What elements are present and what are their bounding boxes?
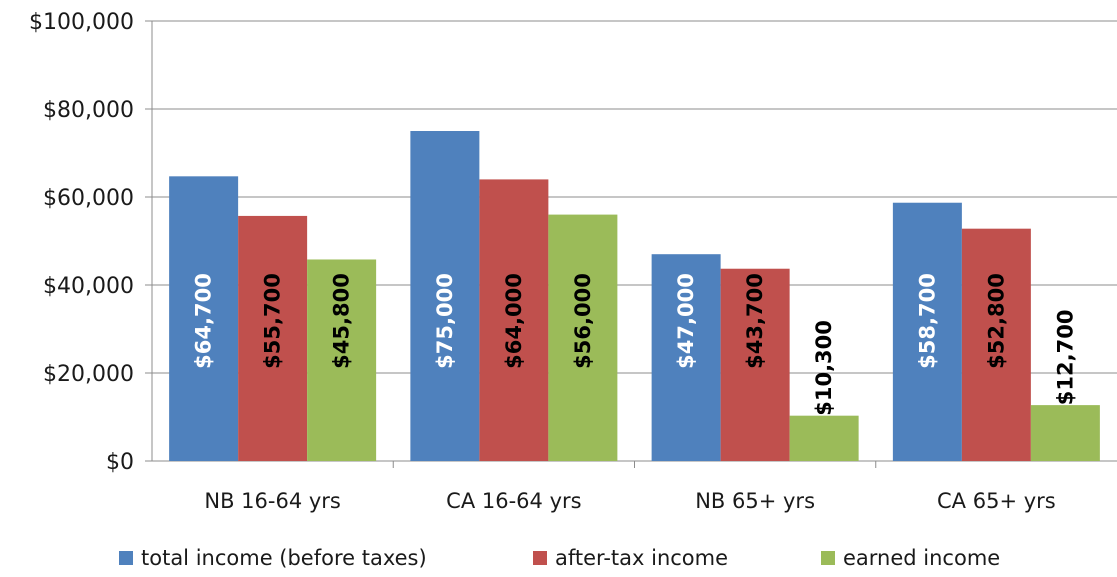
- bar: [1030, 405, 1100, 461]
- legend-swatch: [533, 551, 547, 565]
- bar: [169, 176, 239, 461]
- legend-swatch: [821, 551, 835, 565]
- legend-swatch: [119, 551, 133, 565]
- bars: [169, 131, 1100, 461]
- bar: [238, 215, 308, 461]
- x-axis-category-labels: NB 16-64 yrs CA 16-64 yrs NB 65+ yrs CA 65+…: [204, 489, 1055, 513]
- y-tick-label: $80,000: [43, 98, 134, 123]
- x-category-label: CA 16-64 yrs: [446, 489, 581, 513]
- data-label: $12,700: [1053, 310, 1077, 406]
- y-axis-tick-labels: $0 $20,000 $40,000 $60,000 $80,000 $100,000: [29, 10, 134, 475]
- data-labels: $64,700 $55,700 $45,800 $75,000 $64,000 $56,0…: [192, 273, 1078, 416]
- data-label: $47,000: [674, 273, 698, 369]
- bar: [479, 179, 549, 461]
- bar: [307, 259, 377, 461]
- y-tick-label: $60,000: [43, 186, 134, 211]
- bar: [410, 131, 480, 461]
- x-category-label: NB 16-64 yrs: [204, 489, 341, 513]
- legend: total income (before taxes) after-tax inc…: [119, 546, 1000, 570]
- data-label: $64,000: [502, 273, 526, 369]
- y-tick-label: $20,000: [43, 362, 134, 387]
- y-tick-label: $0: [106, 450, 134, 475]
- legend-label: earned income: [843, 546, 1000, 570]
- x-category-label: CA 65+ yrs: [937, 489, 1056, 513]
- legend-label: after-tax income: [555, 546, 728, 570]
- x-category-label: NB 65+ yrs: [695, 489, 815, 513]
- data-label: $10,300: [812, 320, 836, 416]
- data-label: $43,700: [743, 273, 767, 369]
- data-label: $64,700: [192, 273, 216, 369]
- data-label: $58,700: [915, 273, 939, 369]
- data-label: $45,800: [330, 273, 354, 369]
- data-label: $52,800: [984, 273, 1008, 369]
- bar: [961, 228, 1031, 461]
- bar: [651, 254, 721, 461]
- bar: [548, 214, 618, 461]
- data-label: $56,000: [571, 273, 595, 369]
- data-label: $55,700: [261, 273, 285, 369]
- y-tick-label: $40,000: [43, 274, 134, 299]
- data-label: $75,000: [433, 273, 457, 369]
- bar: [720, 268, 790, 461]
- bar: [892, 202, 962, 461]
- legend-label: total income (before taxes): [141, 546, 427, 570]
- bar: [789, 415, 859, 461]
- y-tick-label: $100,000: [29, 10, 134, 35]
